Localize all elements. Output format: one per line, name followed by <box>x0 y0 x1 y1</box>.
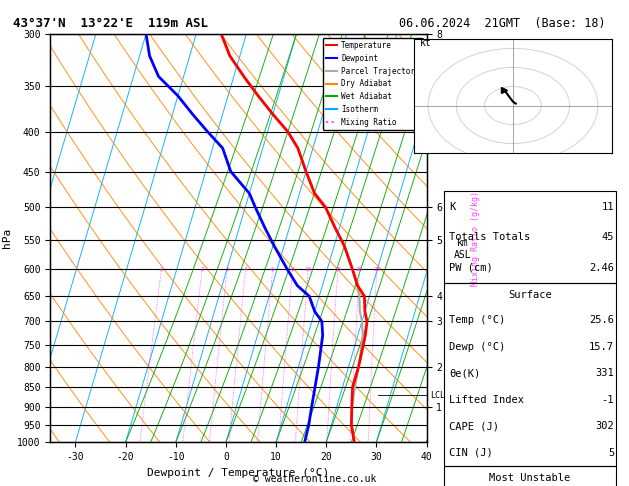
Text: 2.46: 2.46 <box>589 263 614 273</box>
Text: © weatheronline.co.uk: © weatheronline.co.uk <box>253 473 376 484</box>
Text: 11: 11 <box>602 202 614 211</box>
Text: 3: 3 <box>225 267 229 272</box>
Text: 10: 10 <box>304 267 312 272</box>
Text: 331: 331 <box>596 368 614 378</box>
Text: 5: 5 <box>608 448 614 458</box>
Bar <box>444 191 616 283</box>
Text: 06.06.2024  21GMT  (Base: 18): 06.06.2024 21GMT (Base: 18) <box>399 17 606 30</box>
Text: kt: kt <box>420 38 431 49</box>
Text: Temp (°C): Temp (°C) <box>449 315 506 325</box>
Text: 1: 1 <box>160 267 164 272</box>
Text: K: K <box>449 202 455 211</box>
Text: 8: 8 <box>291 267 294 272</box>
Text: 15: 15 <box>334 267 342 272</box>
Text: PW (cm): PW (cm) <box>449 263 493 273</box>
Text: 2: 2 <box>200 267 204 272</box>
Text: 6: 6 <box>271 267 275 272</box>
Text: 15.7: 15.7 <box>589 342 614 351</box>
Text: 45: 45 <box>602 232 614 242</box>
Text: CIN (J): CIN (J) <box>449 448 493 458</box>
Text: LCL: LCL <box>430 391 445 399</box>
Text: Lifted Index: Lifted Index <box>449 395 525 405</box>
Text: Totals Totals: Totals Totals <box>449 232 531 242</box>
Text: 20: 20 <box>356 267 364 272</box>
Bar <box>444 283 616 466</box>
Text: θe(K): θe(K) <box>449 368 481 378</box>
Text: Mixing Ratio (g/kg): Mixing Ratio (g/kg) <box>471 191 480 286</box>
X-axis label: Dewpoint / Temperature (°C): Dewpoint / Temperature (°C) <box>147 468 330 478</box>
Y-axis label: hPa: hPa <box>1 228 11 248</box>
Text: Surface: Surface <box>508 290 552 300</box>
Bar <box>444 466 616 486</box>
Text: 25.6: 25.6 <box>589 315 614 325</box>
Text: 43°37'N  13°22'E  119m ASL: 43°37'N 13°22'E 119m ASL <box>13 17 208 30</box>
Text: 25: 25 <box>373 267 381 272</box>
Legend: Temperature, Dewpoint, Parcel Trajectory, Dry Adiabat, Wet Adiabat, Isotherm, Mi: Temperature, Dewpoint, Parcel Trajectory… <box>323 38 423 130</box>
Text: CAPE (J): CAPE (J) <box>449 421 499 431</box>
Text: -1: -1 <box>602 395 614 405</box>
Y-axis label: km
ASL: km ASL <box>454 238 472 260</box>
Text: 302: 302 <box>596 421 614 431</box>
Text: Most Unstable: Most Unstable <box>489 473 571 483</box>
Text: 4: 4 <box>244 267 248 272</box>
Text: Dewp (°C): Dewp (°C) <box>449 342 506 351</box>
